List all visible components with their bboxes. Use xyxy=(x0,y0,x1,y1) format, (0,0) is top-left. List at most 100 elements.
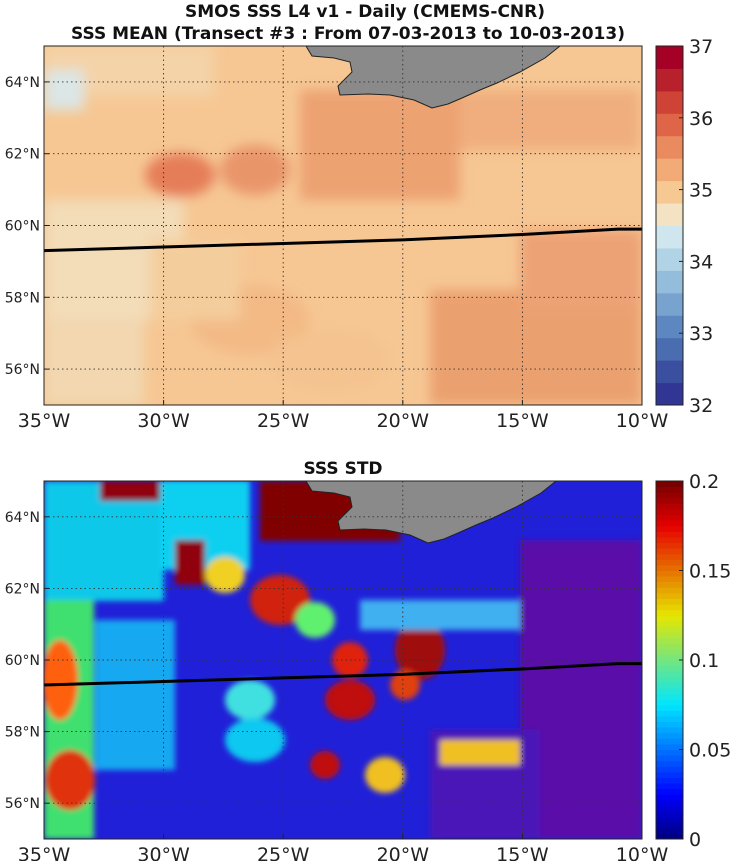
mean-colorbar-tick-label: 34 xyxy=(689,251,713,273)
std-colorbar-step xyxy=(656,727,683,734)
std-xtick-label: 10°W xyxy=(616,844,669,861)
mean-colorbar: 32 33 34 35 36 37 xyxy=(655,36,713,417)
std-colorbar-step xyxy=(656,710,683,717)
std-ytick-label: 56°N xyxy=(5,796,40,812)
std-colorbar-step xyxy=(656,749,683,756)
std-colorbar-step xyxy=(656,632,683,639)
mean-xtick-label: 35°W xyxy=(18,410,71,432)
std-colorbar-step xyxy=(656,833,683,840)
std-colorbar-step xyxy=(656,704,683,711)
std-colorbar-step xyxy=(656,592,683,599)
std-colorbar-step xyxy=(656,760,683,767)
std-colorbar-step xyxy=(656,520,683,527)
mean-colorbar-step xyxy=(656,180,683,204)
std-colorbar-step xyxy=(656,548,683,555)
std-panel-title: SSS STD xyxy=(303,459,382,479)
mean-ytick-label: 64°N xyxy=(5,75,40,91)
mean-xtick-label: 15°W xyxy=(496,410,549,432)
std-colorbar-step xyxy=(656,536,683,544)
std-colorbar-step xyxy=(656,508,683,516)
std-colorbar-step xyxy=(656,497,683,504)
std-colorbar-step xyxy=(656,755,683,762)
std-colorbar-step xyxy=(656,654,683,661)
std-colorbar-step xyxy=(656,671,683,678)
std-ytick-label: 64°N xyxy=(5,510,40,526)
std-gridlines xyxy=(44,481,642,839)
std-colorbar-step xyxy=(656,637,683,644)
std-colorbar-step xyxy=(656,503,683,510)
mean-colorbar-tick-label: 33 xyxy=(689,323,713,345)
std-colorbar-step xyxy=(656,794,683,801)
std-colorbar-step xyxy=(656,598,683,605)
std-colorbar: 0 0.05 0.1 0.15 0.2 xyxy=(655,471,731,851)
std-colorbar-step xyxy=(656,715,683,723)
std-colorbar-step xyxy=(656,648,683,655)
std-colorbar-tick-label: 0.15 xyxy=(689,561,731,583)
std-xtick-label: 25°W xyxy=(257,844,310,861)
iceland-land xyxy=(305,46,561,109)
std-map-panel xyxy=(44,481,642,839)
mean-xtick-label: 20°W xyxy=(377,410,430,432)
std-colorbar-step xyxy=(656,799,683,806)
std-transect-line xyxy=(44,662,642,687)
std-colorbar-step xyxy=(656,721,683,728)
std-xtick-label: 15°W xyxy=(496,844,549,861)
mean-colorbar-tick-label: 32 xyxy=(689,395,713,417)
mean-colorbar-tick-label: 36 xyxy=(689,108,713,130)
mean-xtick-label: 25°W xyxy=(257,410,310,432)
mean-colorbar-step xyxy=(656,225,683,249)
std-colorbar-step xyxy=(656,676,683,683)
std-ytick-label: 62°N xyxy=(5,581,40,597)
std-colorbar-step xyxy=(656,738,683,745)
mean-colorbar-frame xyxy=(655,45,684,406)
std-colorbar-step xyxy=(656,492,683,499)
mean-colorbar-step xyxy=(656,46,683,69)
mean-ytick-label: 56°N xyxy=(5,362,40,378)
mean-colorbar-step xyxy=(656,270,683,294)
std-colorbar-step xyxy=(656,699,683,706)
std-ytick-label: 60°N xyxy=(5,653,40,669)
mean-colorbar-step xyxy=(656,337,683,361)
mean-xtick-label: 30°W xyxy=(137,410,190,432)
figure-title-line2: SSS MEAN (Transect #3 : From 07-03-2013 … xyxy=(71,24,625,44)
std-colorbar-step xyxy=(656,660,683,667)
std-colorbar-step xyxy=(656,805,683,812)
mean-map-panel xyxy=(44,46,642,405)
std-colorbar-step xyxy=(656,743,683,750)
std-colorbar-step xyxy=(656,783,683,790)
std-colorbar-step xyxy=(656,531,683,538)
std-colorbar-step xyxy=(656,687,683,695)
std-field-patches xyxy=(44,481,642,839)
std-colorbar-step xyxy=(656,788,683,795)
std-colorbar-step xyxy=(656,771,683,778)
mean-ytick-label: 60°N xyxy=(5,219,40,235)
figure-title-line1: SMOS SSS L4 v1 - Daily (CMEMS-CNR) xyxy=(185,2,545,22)
mean-colorbar-step xyxy=(656,203,683,226)
std-colorbar-step xyxy=(656,559,683,566)
mean-colorbar-step xyxy=(656,113,683,137)
std-colorbar-step xyxy=(656,626,683,633)
mean-colorbar-step xyxy=(656,68,683,92)
std-colorbar-step xyxy=(656,643,683,650)
std-colorbar-step xyxy=(656,576,683,583)
std-colorbar-step xyxy=(656,564,683,571)
mean-colorbar-step xyxy=(656,90,683,114)
std-colorbar-tick-label: 0.05 xyxy=(689,740,731,762)
std-colorbar-step xyxy=(656,604,683,611)
mean-colorbar-step xyxy=(656,292,683,316)
mean-colorbar-step xyxy=(656,247,683,271)
std-colorbar-step xyxy=(656,609,683,616)
std-xtick-label: 30°W xyxy=(137,844,190,861)
mean-transect-line xyxy=(44,227,642,253)
std-xtick-label: 35°W xyxy=(18,844,71,861)
mean-ytick-label: 58°N xyxy=(5,290,40,306)
mean-colorbar-step xyxy=(656,158,683,182)
std-colorbar-tick-label: 0 xyxy=(689,829,701,851)
std-colorbar-step xyxy=(656,665,683,672)
mean-ytick-label: 62°N xyxy=(5,147,40,163)
std-colorbar-step xyxy=(656,822,683,829)
std-colorbar-step xyxy=(656,615,683,622)
std-colorbar-step xyxy=(656,732,683,739)
std-colorbar-step xyxy=(656,827,683,834)
